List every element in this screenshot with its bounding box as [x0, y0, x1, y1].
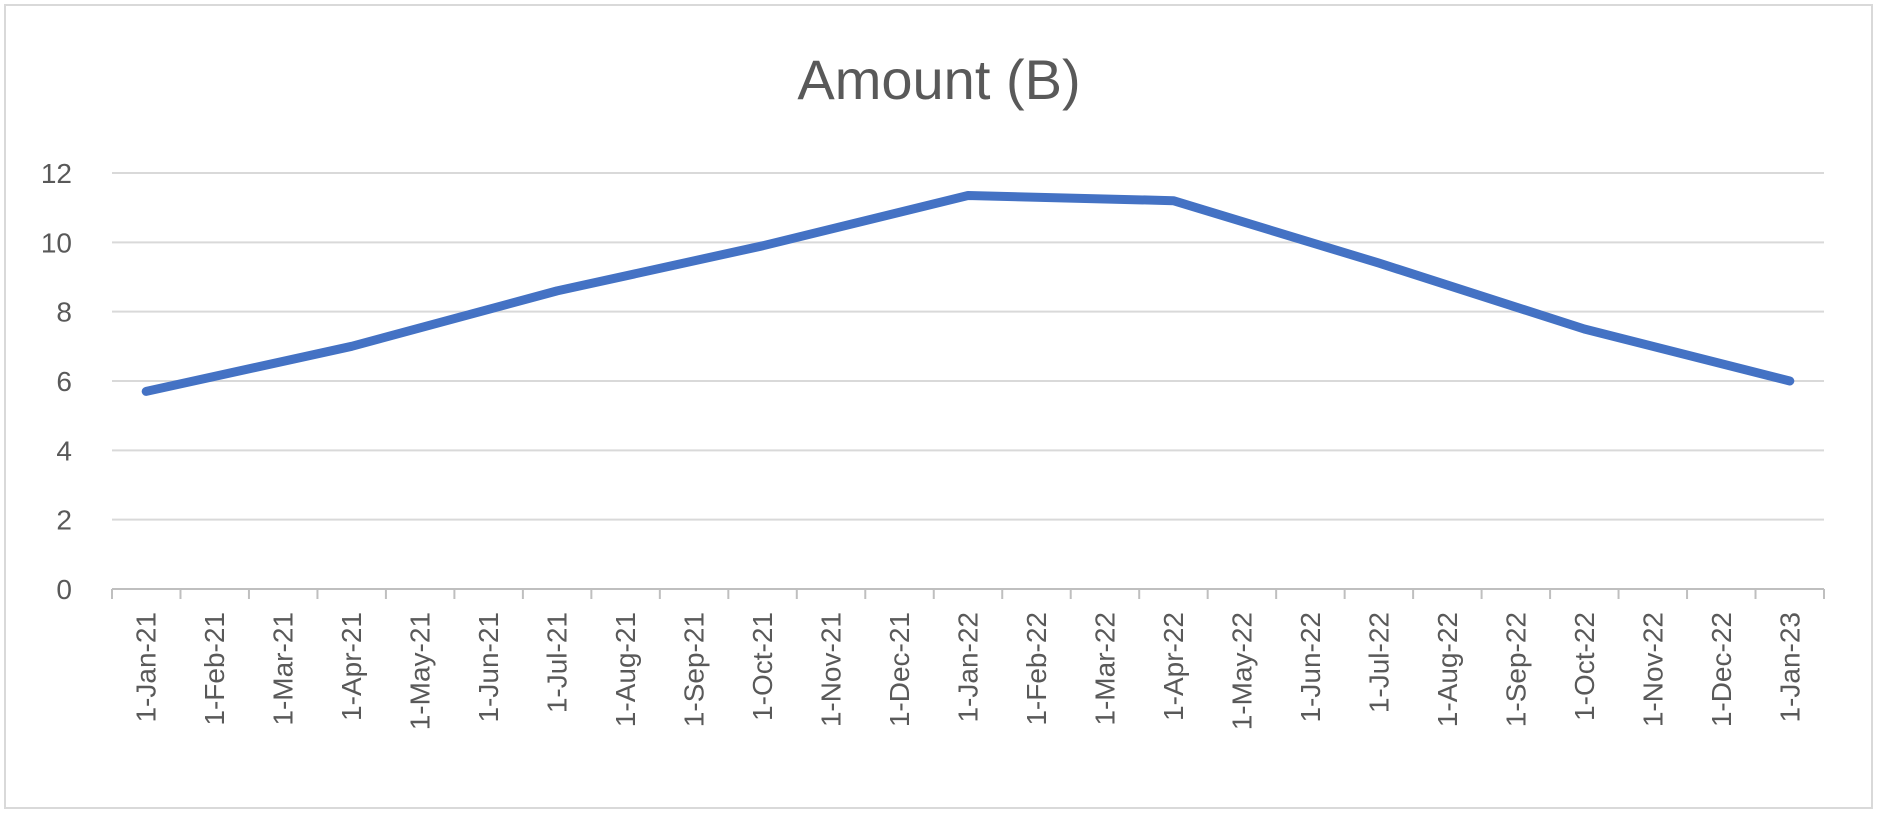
x-tick-label: 1-Jan-21	[131, 612, 162, 723]
x-tick-label: 1-Jan-22	[953, 612, 984, 723]
y-tick-label: 0	[56, 574, 72, 605]
x-tick-label: 1-Dec-21	[884, 612, 915, 727]
x-tick-label: 1-Jun-21	[473, 612, 504, 723]
chart-frame	[4, 4, 1873, 809]
x-tick-label: 1-Jan-23	[1774, 612, 1805, 723]
x-tick-label: 1-Aug-22	[1432, 612, 1463, 727]
y-tick-label: 12	[41, 158, 72, 189]
x-tick-label: 1-Sep-21	[679, 612, 710, 727]
x-tick-label: 1-Sep-22	[1500, 612, 1531, 727]
x-axis	[111, 588, 1825, 599]
x-tick-label: 1-Jun-22	[1295, 612, 1326, 723]
series-line	[141, 191, 1795, 396]
x-tick-label: 1-Dec-22	[1706, 612, 1737, 727]
x-tick-label: 1-Nov-21	[816, 612, 847, 727]
x-tick-label: 1-Mar-22	[1089, 612, 1120, 726]
x-tick-label: 1-May-21	[405, 612, 436, 730]
x-tick-label: 1-May-22	[1226, 612, 1257, 730]
y-tick-label: 8	[56, 297, 72, 328]
series-layer	[141, 191, 1795, 396]
x-tick-label: 1-Apr-22	[1158, 612, 1189, 721]
y-tick-label: 10	[41, 227, 72, 258]
x-tick-label: 1-Jul-21	[542, 612, 573, 713]
chart-title: Amount (B)	[797, 48, 1080, 111]
x-tick-label: 1-Nov-22	[1637, 612, 1668, 727]
x-tick-label: 1-Aug-21	[610, 612, 641, 727]
y-tick-label: 6	[56, 366, 72, 397]
y-tick-label: 2	[56, 505, 72, 536]
y-axis-tick-labels: 0 2 4 6 8 10 12	[41, 158, 72, 605]
x-tick-label: 1-Mar-21	[268, 612, 299, 726]
x-tick-label: 1-Apr-21	[336, 612, 367, 721]
x-tick-label: 1-Feb-21	[199, 612, 230, 726]
x-tick-label: 1-Oct-21	[747, 612, 778, 721]
x-tick-label: 1-Oct-22	[1569, 612, 1600, 721]
x-tick-label: 1-Feb-22	[1021, 612, 1052, 726]
y-tick-label: 4	[56, 435, 72, 466]
x-axis-tick-labels: 1-Jan-21 1-Feb-21 1-Mar-21 1-Apr-21 1-May-21…	[131, 612, 1806, 730]
x-tick-label: 1-Jul-22	[1363, 612, 1394, 713]
gridlines	[112, 172, 1824, 521]
